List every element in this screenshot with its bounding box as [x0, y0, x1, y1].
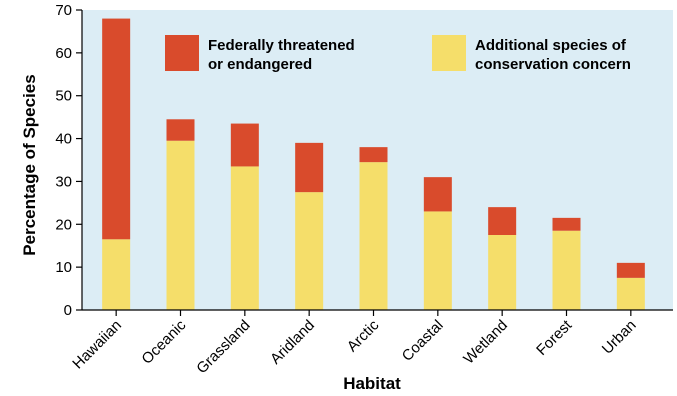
legend-label: or endangered [208, 56, 312, 73]
bar-segment-urban-series-0 [616, 277, 645, 310]
x-axis: Hawaiian Oceanic Grassland Aridland Arctic Co… [69, 309, 673, 377]
x-tick-label: Urban [599, 317, 640, 358]
x-tick-label: Oceanic [138, 316, 189, 367]
y-tick-label: 20 [55, 216, 72, 233]
x-tick-label: Hawaiian [69, 317, 125, 373]
legend-label: conservation concern [475, 56, 631, 73]
y-tick-label: 60 [55, 45, 72, 62]
legend-label: Additional species of [475, 37, 627, 54]
bar-segment-forest-series-0 [552, 230, 581, 310]
bar-segment-oceanic-series-1 [166, 119, 195, 141]
x-tick-label: Grassland [193, 317, 253, 377]
y-tick-label: 10 [55, 259, 72, 276]
x-tick-label: Wetland [460, 317, 511, 368]
bar-segment-urban-series-1 [616, 262, 645, 278]
legend: Federally threatened or endangered Additio… [165, 35, 631, 73]
bar-segment-coastal-series-0 [423, 211, 452, 310]
bar-segment-wetland-series-0 [488, 235, 517, 310]
bar-segment-forest-series-1 [552, 217, 581, 231]
bar-segment-wetland-series-1 [488, 207, 517, 235]
bar-segment-oceanic-series-0 [166, 140, 195, 310]
x-axis-title: Habitat [343, 374, 401, 393]
y-axis-title: Percentage of Species [20, 74, 39, 255]
bar-segment-coastal-series-1 [423, 177, 452, 212]
bar-segment-grassland-series-1 [230, 123, 259, 167]
bars [102, 18, 645, 310]
bar-segment-aridland-series-1 [295, 142, 324, 193]
bar-segment-arctic-series-1 [359, 147, 388, 163]
bar-segment-grassland-series-0 [230, 166, 259, 310]
y-tick-label: 50 [55, 88, 72, 105]
legend-label: Federally threatened [208, 37, 355, 54]
bar-segment-arctic-series-0 [359, 162, 388, 310]
y-axis: 0 10 20 30 40 50 60 70 [55, 2, 83, 319]
legend-swatch [432, 35, 466, 71]
x-tick-label: Forest [533, 316, 576, 359]
x-tick-label: Aridland [267, 317, 318, 368]
y-tick-label: 70 [55, 2, 72, 19]
bar-segment-hawaiian-series-1 [102, 18, 131, 240]
x-tick-label: Coastal [399, 317, 447, 365]
y-tick-label: 0 [64, 302, 72, 319]
x-tick-label: Arctic [344, 316, 383, 355]
legend-swatch [165, 35, 199, 71]
y-tick-label: 40 [55, 131, 72, 148]
bar-segment-hawaiian-series-0 [102, 239, 131, 310]
bar-segment-aridland-series-0 [295, 192, 324, 310]
y-tick-label: 30 [55, 173, 72, 190]
